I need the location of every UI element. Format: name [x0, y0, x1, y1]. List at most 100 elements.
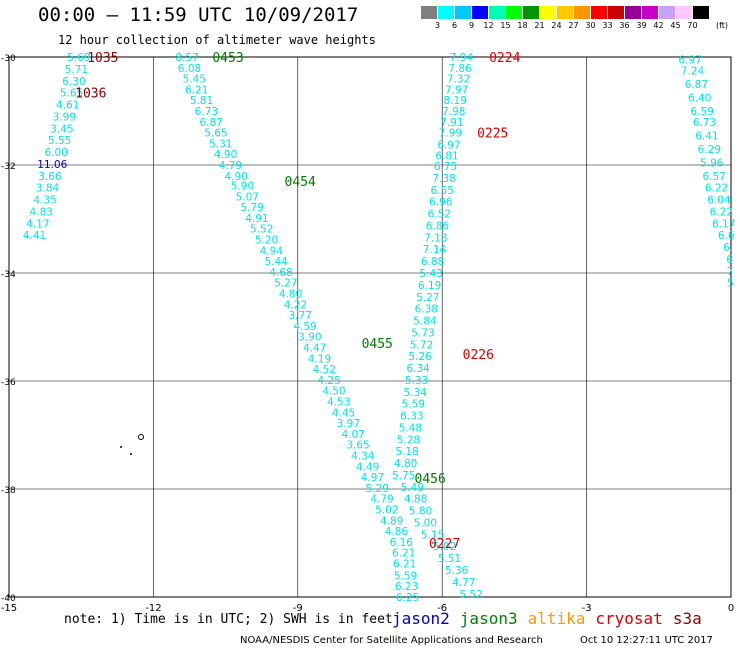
color-scale-label: 39: [636, 21, 647, 30]
wave-height-value: 5.27: [274, 278, 297, 290]
wave-height-value: 6.33: [400, 411, 423, 423]
wave-height-value: 4.91: [245, 213, 268, 225]
wave-height-value: 5.18: [395, 446, 418, 458]
y-tick-label: -38: [1, 486, 16, 496]
wave-height-value: 6.19: [418, 280, 441, 292]
wave-height-value: 6.73: [693, 117, 716, 129]
island-icon: [138, 434, 144, 440]
color-scale-label: 12: [483, 21, 494, 30]
color-scale-label: 24: [551, 21, 562, 30]
wave-height-value: 4.79: [370, 494, 393, 506]
wave-height-value: 5.02: [375, 505, 398, 517]
color-scale-label: 36: [619, 21, 630, 30]
x-tick-label: -12: [145, 603, 161, 614]
wave-height-value: 4.83: [30, 206, 53, 218]
wave-height-value: 4.79: [219, 160, 242, 172]
color-scale-swatch: [472, 6, 488, 19]
wave-height-value: 7.99: [439, 128, 462, 140]
page-subtitle: 12 hour collection of altimeter wave hei…: [58, 33, 376, 47]
wave-height-value: 5.28: [397, 434, 420, 446]
wave-height-value: 8.19: [444, 95, 467, 107]
wave-height-value: 11.06: [37, 159, 67, 171]
wave-height-value: 8.57: [175, 52, 198, 64]
wave-height-value: 5.65: [60, 88, 83, 100]
wave-height-value: 4.88: [404, 494, 427, 506]
wave-height-value: 6.87: [199, 117, 222, 129]
wave-height-value: 5.48: [399, 422, 422, 434]
pass-time-label: 0224: [489, 51, 520, 66]
wave-height-value: 4.41: [23, 230, 46, 242]
wave-height-value: 5.69: [67, 52, 90, 64]
wave-height-value: 7: [727, 266, 734, 278]
wave-height-value: 7.14: [423, 244, 447, 256]
wave-height-value: 6.04: [707, 195, 731, 207]
wave-height-value: 4.17: [26, 218, 49, 230]
wave-height-value: 5.15: [421, 529, 444, 541]
color-scale-label: 45: [670, 21, 681, 30]
wave-height-value: 6.40: [688, 93, 711, 105]
map-frame: [8, 56, 732, 598]
wave-height-value: 5.96: [700, 157, 724, 169]
wave-height-value: 6.41: [695, 130, 718, 142]
wave-height-value: 3.65: [346, 440, 369, 452]
wave-height-value: 5.20: [255, 235, 278, 247]
y-tick-label: -30: [1, 54, 16, 64]
color-scale-label: 15: [500, 21, 511, 30]
color-scale-swatch: [591, 6, 607, 19]
wave-height-value: 4.97: [361, 472, 384, 484]
y-tick-label: -32: [1, 162, 16, 172]
wave-height-value: 5.59: [394, 570, 417, 582]
wave-height-value: 4.25: [317, 375, 340, 387]
wave-height-value: 4.80: [279, 289, 302, 301]
wave-height-value: 6.81: [435, 150, 458, 162]
wave-height-value: 6.22: [705, 183, 728, 195]
wave-height-value: 6.08: [178, 63, 201, 75]
wave-height-value: 5.75: [392, 470, 415, 482]
color-scale-swatch: [625, 6, 641, 19]
island-icon: [120, 446, 122, 448]
wave-height-value: 7.32: [447, 74, 470, 86]
wave-height-value: 4.22: [284, 299, 307, 311]
wave-height-value: 4.07: [341, 429, 364, 441]
wave-height-value: 5.65: [204, 128, 227, 140]
wave-height-value: 5.36: [445, 565, 469, 577]
island-icon: [130, 453, 132, 455]
wave-height-value: 4.50: [322, 386, 345, 398]
wave-height-value: 3.77: [289, 310, 312, 322]
wave-height-value: 4.19: [308, 353, 331, 365]
wave-height-value: 4.35: [33, 195, 56, 207]
color-scale-label: 3: [434, 21, 441, 30]
color-scale-swatch: [642, 6, 658, 19]
wave-height-value: 3.66: [38, 171, 62, 183]
wave-height-value: 5.31: [209, 138, 232, 150]
footer-generated-time: Oct 10 12:27:11 UTC 2017: [580, 635, 713, 646]
x-tick-label: -3: [582, 603, 592, 614]
color-scale-swatch: [506, 6, 522, 19]
wave-height-value: 5.33: [405, 375, 428, 387]
color-scale-unit: (ft): [716, 21, 729, 30]
wave-height-value: 5.79: [240, 202, 263, 214]
wave-height-value: 4.49: [356, 461, 379, 473]
wave-height-value: 4.89: [380, 515, 403, 527]
wave-height-value: 6.86: [426, 220, 450, 232]
wave-height-value: 5.02: [433, 541, 456, 553]
wave-height-value: 6.52: [428, 209, 451, 221]
wave-height-value: 6.30: [62, 76, 85, 88]
satellite-legend: jason2 jason3 altika cryosat s3a: [392, 609, 712, 628]
color-scale-swatch: [676, 6, 692, 19]
color-scale-label: 33: [602, 21, 613, 30]
color-scale-swatch: [421, 6, 437, 19]
page-title: 00:00 – 11:59 UTC 10/09/2017: [38, 4, 359, 26]
wave-height-value: 5.71: [65, 64, 88, 76]
wave-height-value: 5.59: [402, 399, 425, 411]
wave-height-value: 4.52: [313, 364, 336, 376]
wave-height-value: 5.49: [401, 482, 424, 494]
color-scale-swatch: [557, 6, 573, 19]
color-scale-swatch: [523, 6, 539, 19]
pass-time-label: 0227: [429, 537, 460, 552]
wave-height-value: 6.97: [678, 55, 701, 67]
wave-height-value: 4.68: [269, 267, 292, 279]
color-scale-label: 27: [568, 21, 579, 30]
wave-height-value: 6.38: [415, 304, 438, 316]
